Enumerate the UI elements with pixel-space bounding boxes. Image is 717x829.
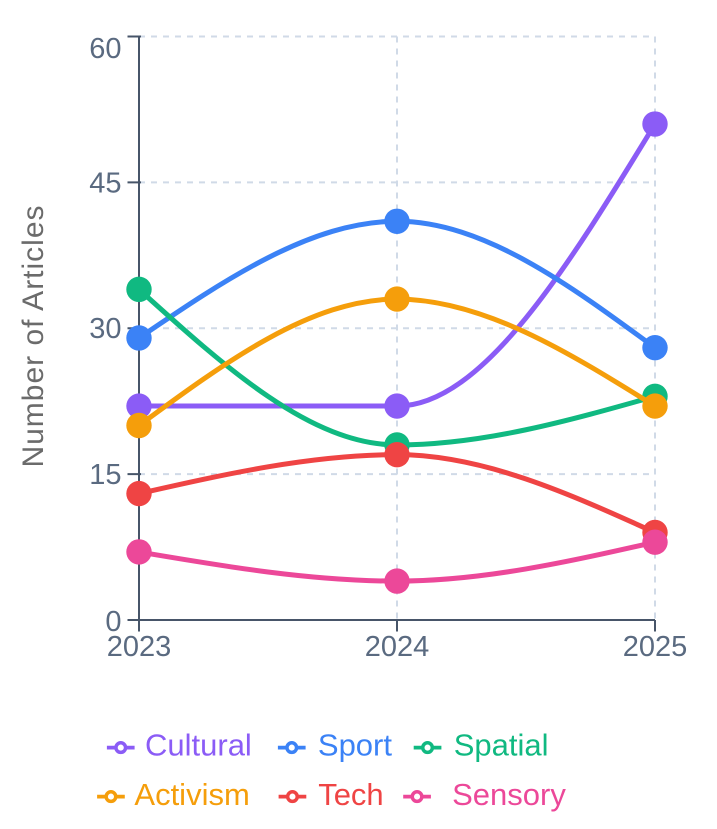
svg-text:Activism: Activism: [134, 777, 249, 812]
svg-text:Sensory: Sensory: [452, 777, 566, 812]
svg-text:Spatial: Spatial: [454, 728, 549, 763]
svg-text:Number of Articles: Number of Articles: [17, 204, 50, 467]
svg-text:2025: 2025: [623, 631, 688, 663]
svg-text:60: 60: [89, 33, 121, 65]
svg-text:2023: 2023: [107, 631, 172, 663]
svg-text:30: 30: [89, 313, 121, 345]
svg-text:Cultural: Cultural: [145, 728, 252, 763]
svg-text:Sport: Sport: [318, 728, 392, 763]
svg-text:45: 45: [89, 167, 121, 199]
svg-text:Tech: Tech: [318, 777, 383, 812]
svg-text:2024: 2024: [365, 631, 430, 663]
svg-text:0: 0: [105, 606, 121, 638]
svg-text:15: 15: [89, 459, 121, 491]
